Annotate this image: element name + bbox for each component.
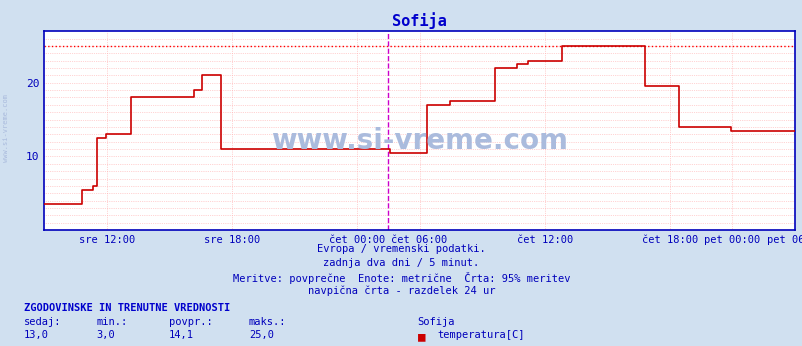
Text: Sofija: Sofija xyxy=(417,317,455,327)
Text: ZGODOVINSKE IN TRENUTNE VREDNOSTI: ZGODOVINSKE IN TRENUTNE VREDNOSTI xyxy=(24,303,230,313)
Text: zadnja dva dni / 5 minut.: zadnja dva dni / 5 minut. xyxy=(323,258,479,268)
Text: temperatura[C]: temperatura[C] xyxy=(437,330,525,340)
Text: www.si-vreme.com: www.si-vreme.com xyxy=(2,94,9,162)
Text: navpična črta - razdelek 24 ur: navpična črta - razdelek 24 ur xyxy=(307,285,495,296)
Text: 25,0: 25,0 xyxy=(249,330,273,340)
Text: Meritve: povprečne  Enote: metrične  Črta: 95% meritev: Meritve: povprečne Enote: metrične Črta:… xyxy=(233,272,569,284)
Title: Sofija: Sofija xyxy=(391,12,447,29)
Text: maks.:: maks.: xyxy=(249,317,286,327)
Text: 14,1: 14,1 xyxy=(168,330,193,340)
Text: min.:: min.: xyxy=(96,317,128,327)
Text: 3,0: 3,0 xyxy=(96,330,115,340)
Text: www.si-vreme.com: www.si-vreme.com xyxy=(271,127,567,155)
Text: ■: ■ xyxy=(417,330,424,344)
Text: 13,0: 13,0 xyxy=(24,330,49,340)
Text: sedaj:: sedaj: xyxy=(24,317,62,327)
Text: Evropa / vremenski podatki.: Evropa / vremenski podatki. xyxy=(317,244,485,254)
Text: povpr.:: povpr.: xyxy=(168,317,212,327)
